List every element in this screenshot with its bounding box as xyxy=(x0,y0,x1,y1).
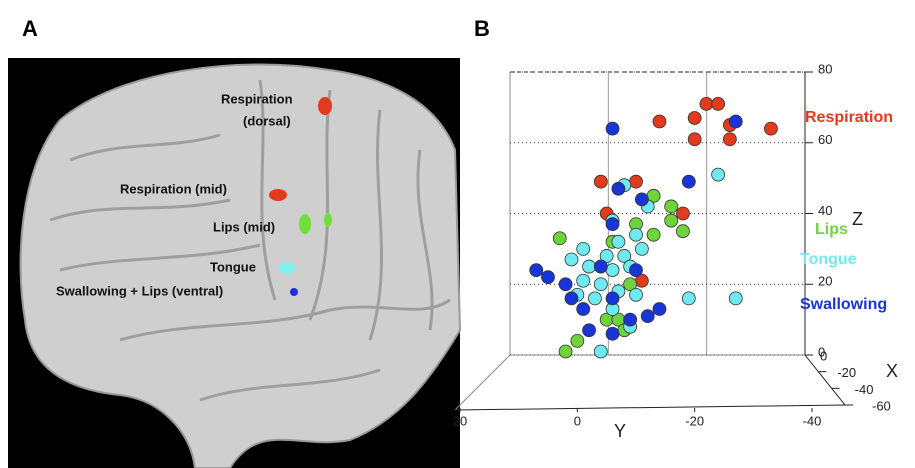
scatter-point xyxy=(605,326,620,341)
scatter-point xyxy=(764,121,778,136)
scatter-point xyxy=(634,241,649,256)
scatter-point xyxy=(582,259,596,274)
scatter-point xyxy=(711,167,726,182)
scatter-point xyxy=(564,291,579,306)
scatter-point xyxy=(552,231,567,246)
depth-axis-title: X xyxy=(886,361,898,381)
scatter-point xyxy=(652,114,667,129)
plot-box xyxy=(454,71,846,411)
legend-label: Tongue xyxy=(800,251,857,268)
spot xyxy=(324,213,332,227)
scatter-point xyxy=(634,192,649,207)
spot xyxy=(299,214,311,234)
x-tick-label: -40 xyxy=(803,413,822,428)
legend-label: Lips xyxy=(815,221,848,238)
activation-spots xyxy=(269,97,332,296)
y-tick-label: 20 xyxy=(818,274,832,289)
box-edge xyxy=(454,354,511,411)
spot xyxy=(269,189,287,201)
scatter-point xyxy=(652,302,667,316)
scatter-point xyxy=(664,199,679,214)
scatter-point xyxy=(588,291,602,306)
brain-label: Lips (mid) xyxy=(213,219,275,234)
depth-tick-label: -40 xyxy=(855,382,874,397)
scatter-point xyxy=(564,252,579,267)
brain-label: Respiration (mid) xyxy=(120,181,227,196)
y-axis-title: Z xyxy=(852,209,863,229)
brain-panel: Respiration (dorsal) Respiration (mid) L… xyxy=(8,58,462,468)
scatter-point xyxy=(605,263,620,278)
panel-label: A xyxy=(22,16,38,41)
scatter-point xyxy=(558,344,573,359)
spot xyxy=(279,262,295,274)
scatter-point xyxy=(681,174,696,189)
scatter-point xyxy=(593,174,608,189)
scatter-point xyxy=(611,234,626,249)
depth-tick-label: 0 xyxy=(820,348,827,363)
y-tick-label: 0 xyxy=(818,344,825,359)
depth-tick-label: -60 xyxy=(872,398,891,413)
scatter-point xyxy=(529,263,544,278)
scatter-point xyxy=(617,249,632,263)
spot xyxy=(318,97,332,115)
panel-label: B xyxy=(474,16,490,41)
scatter-point xyxy=(558,277,573,292)
scatter-point xyxy=(711,96,726,111)
scatter-point xyxy=(629,287,643,302)
scatter-point xyxy=(576,302,591,316)
scatter-point xyxy=(605,217,620,232)
scatter-point xyxy=(599,249,614,263)
brain-label: Swallowing + Lips (ventral) xyxy=(56,283,223,298)
brain-label: Tongue xyxy=(210,259,256,274)
scatter-point xyxy=(646,227,661,242)
scatter-point xyxy=(681,291,696,306)
scatter-point xyxy=(623,277,638,292)
legend-label: Swallowing xyxy=(800,296,887,313)
scatter-point xyxy=(629,174,643,189)
scatter-point xyxy=(593,277,608,292)
scatter-point xyxy=(664,213,679,228)
x-tick-label: -20 xyxy=(685,413,704,428)
scatter-point xyxy=(640,309,655,323)
y-tick-label: 80 xyxy=(818,61,832,76)
brain-label: Respiration xyxy=(221,91,293,106)
scatter-point xyxy=(611,181,626,196)
legend-label: Respiration xyxy=(805,109,893,126)
scatter-point xyxy=(593,344,608,359)
brain-sulci xyxy=(49,79,451,402)
scatter-point xyxy=(676,206,690,221)
box-edge xyxy=(454,404,846,411)
scatter-point xyxy=(629,227,643,242)
scatter-point xyxy=(623,312,638,327)
depth-tick-label: -20 xyxy=(837,365,856,380)
x-axis-title: Y xyxy=(614,421,626,441)
scatter-point xyxy=(576,241,591,256)
scatter-point xyxy=(722,132,737,147)
x-tick-label: 0 xyxy=(574,413,581,428)
y-tick-label: 40 xyxy=(818,203,832,218)
scatter-point xyxy=(687,111,702,125)
scatter-point xyxy=(728,114,743,129)
scatter-plot: 20 0 -20 -400204060800-20-40-60YZXRespirati… xyxy=(453,61,898,440)
scatter-point xyxy=(629,263,643,278)
y-tick-label: 60 xyxy=(818,132,832,147)
scatter-point xyxy=(687,132,702,147)
scatter-point xyxy=(605,121,620,136)
scatter-point xyxy=(605,291,620,306)
scatter-point xyxy=(728,291,743,306)
box-edge xyxy=(804,354,846,406)
spot xyxy=(290,288,298,296)
brain-label: (dorsal) xyxy=(243,113,291,128)
scatter-point xyxy=(582,323,596,338)
scatter-point xyxy=(699,96,714,111)
brain-surface xyxy=(19,63,462,468)
scatter-point xyxy=(576,273,591,288)
scatter-point xyxy=(676,224,690,239)
scatter-point xyxy=(570,333,585,348)
x-tick-label: 20 xyxy=(453,413,467,428)
scatter-point xyxy=(541,270,555,285)
scatter-point xyxy=(593,259,608,274)
